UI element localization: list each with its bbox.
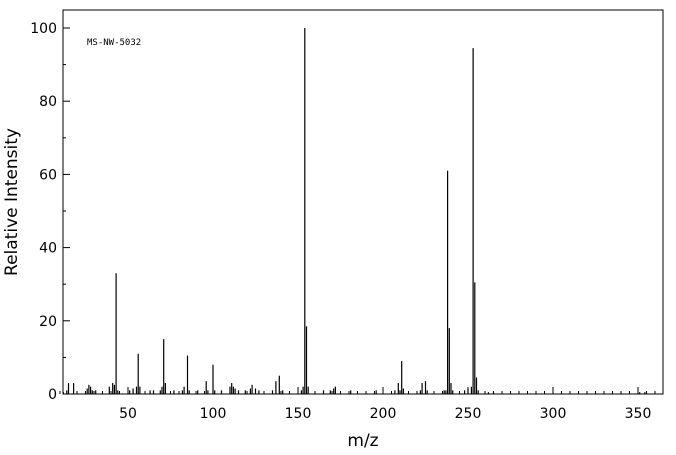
spectrum-peaks	[62, 28, 646, 394]
x-tick-label: 100	[200, 406, 227, 422]
y-tick-label: 40	[39, 241, 57, 257]
x-tick-label: 200	[370, 406, 397, 422]
y-axis-title: Relative Intensity	[2, 128, 22, 276]
x-tick-label: 50	[119, 406, 137, 422]
y-tick-label: 60	[39, 167, 57, 183]
y-tick-label: 0	[48, 387, 57, 403]
x-tick-label: 300	[540, 406, 567, 422]
x-axis-title: m/z	[347, 431, 378, 451]
x-axis-ticks: 50 100 150 200 250 300 350	[119, 387, 651, 422]
minor-ticks	[59, 64, 656, 394]
x-tick-label: 150	[285, 406, 312, 422]
y-axis-ticks: 0 20 40 60 80 100	[30, 21, 70, 403]
y-tick-label: 80	[39, 94, 57, 110]
y-tick-label: 20	[39, 314, 57, 330]
x-tick-label: 350	[625, 406, 652, 422]
y-tick-label: 100	[30, 21, 57, 37]
plot-frame	[62, 9, 664, 395]
x-tick-label: 250	[455, 406, 482, 422]
spectrum-id-annotation: MS-NW-5032	[87, 38, 141, 48]
